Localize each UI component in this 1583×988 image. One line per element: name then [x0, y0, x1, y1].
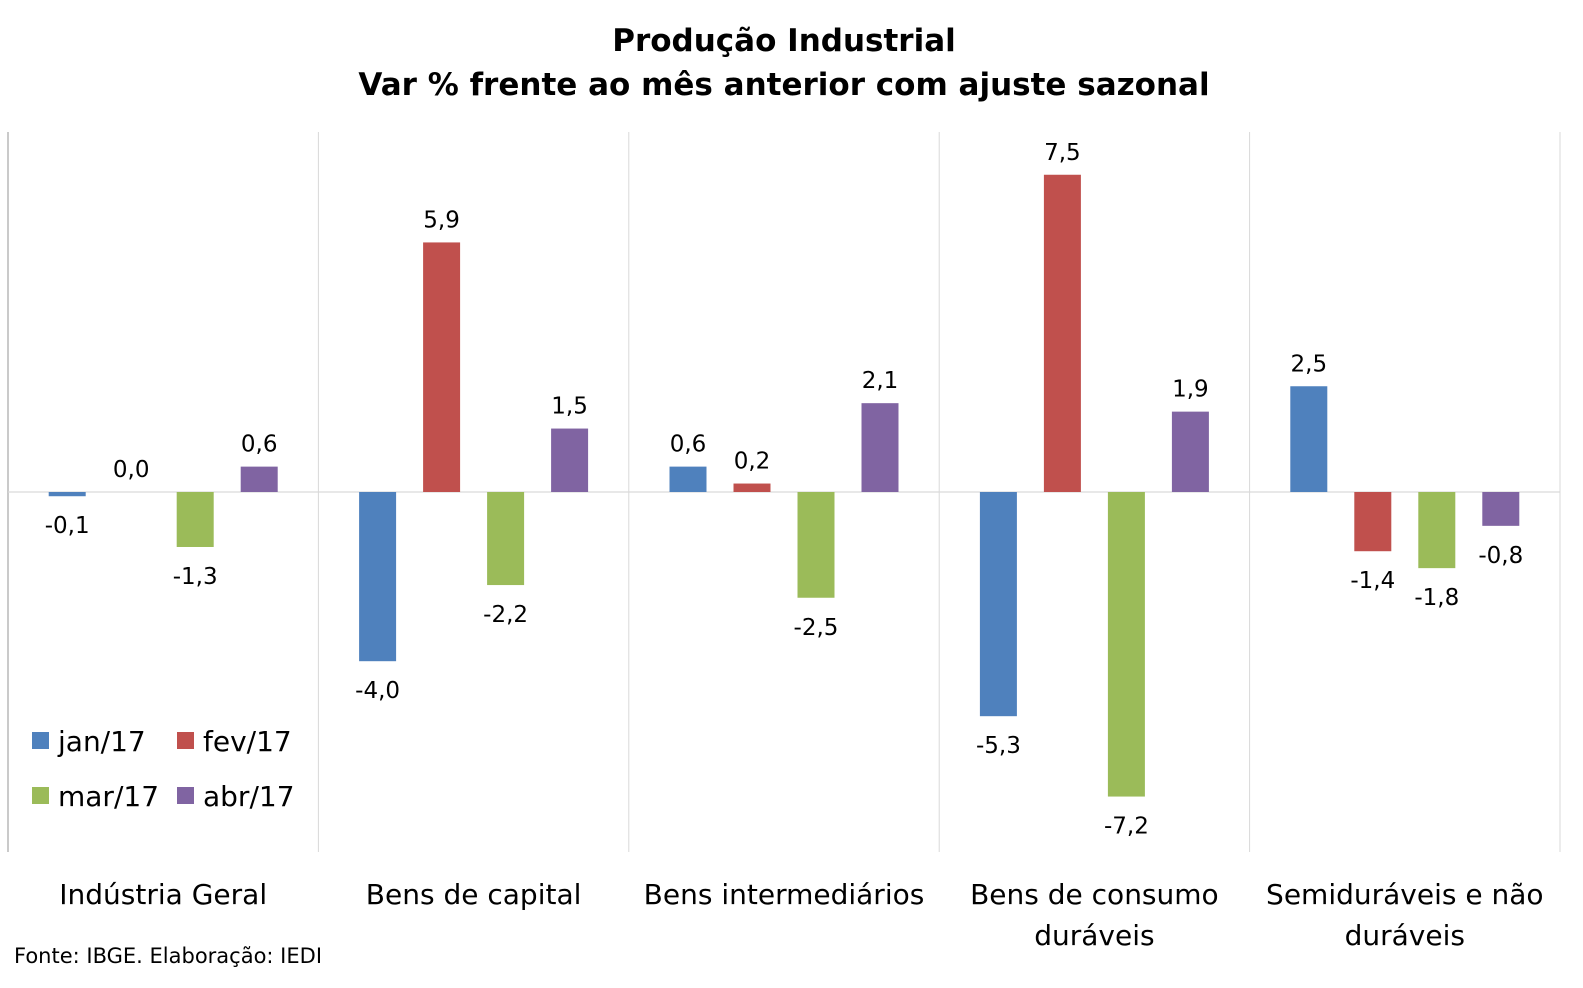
bar-fev-17-cat2 [733, 483, 771, 492]
bar-jan-17-cat2 [669, 466, 707, 492]
data-label-fev-17-cat3: 7,5 [1044, 140, 1081, 166]
legend-label: abr/17 [203, 780, 295, 813]
legend-swatch [177, 732, 194, 749]
category-label-4-line0: Semiduráveis e não [1266, 878, 1543, 911]
data-label-jan-17-cat0: -0,1 [45, 513, 90, 539]
data-label-mar-17-cat4: -1,8 [1414, 585, 1459, 611]
data-label-abr-17-cat3: 1,9 [1172, 377, 1209, 403]
data-label-abr-17-cat2: 2,1 [862, 368, 899, 394]
data-label-abr-17-cat4: -0,8 [1478, 543, 1523, 569]
source-note: Fonte: IBGE. Elaboração: IEDI [14, 944, 322, 968]
labels-layer: -0,1 -4,0 0,6 -5,3 2,5 0,0 5,9 0,2 7,5 -1,4 -1,3 -2… [45, 140, 1523, 840]
legend-item-fev-17: fev/17 [177, 725, 292, 758]
data-label-fev-17-cat0: 0,0 [113, 457, 150, 483]
legend-swatch [32, 732, 49, 749]
legend-item-mar-17: mar/17 [32, 780, 159, 813]
bar-abr-17-cat1 [551, 428, 589, 492]
chart-subtitle: Var % frente ao mês anterior com ajuste … [358, 67, 1209, 103]
data-label-jan-17-cat2: 0,6 [670, 432, 707, 458]
bar-mar-17-cat1 [487, 492, 525, 586]
bar-fev-17-cat3 [1043, 174, 1081, 492]
bars-layer [48, 174, 1520, 797]
data-label-abr-17-cat0: 0,6 [241, 432, 278, 458]
bar-mar-17-cat2 [797, 492, 835, 598]
legend: jan/17 fev/17 mar/17 abr/17 [32, 725, 295, 813]
chart-title: Produção Industrial [612, 23, 956, 59]
bar-mar-17-cat4 [1418, 492, 1456, 569]
data-label-fev-17-cat2: 0,2 [734, 449, 771, 475]
category-label-2-line0: Bens intermediários [644, 878, 925, 911]
bar-fev-17-cat1 [423, 242, 461, 492]
category-label-0-line0: Indústria Geral [59, 878, 267, 911]
legend-item-jan-17: jan/17 [32, 725, 146, 758]
bar-jan-17-cat4 [1290, 386, 1328, 492]
data-label-jan-17-cat3: -5,3 [976, 733, 1021, 759]
category-label-3-line1: duráveis [1034, 919, 1154, 952]
data-label-abr-17-cat1: 1,5 [551, 394, 588, 420]
bar-fev-17-cat4 [1354, 492, 1392, 552]
legend-swatch [32, 787, 49, 804]
legend-label: fev/17 [203, 725, 292, 758]
legend-item-abr-17: abr/17 [177, 780, 295, 813]
bar-abr-17-cat0 [240, 466, 278, 492]
category-label-1-line0: Bens de capital [366, 878, 582, 911]
bar-abr-17-cat4 [1482, 492, 1520, 526]
bar-abr-17-cat2 [861, 403, 899, 492]
category-labels: Indústria Geral Bens de capital Bens inter… [59, 878, 1543, 952]
category-label-4-line1: duráveis [1345, 919, 1465, 952]
bar-abr-17-cat3 [1171, 411, 1209, 492]
bar-mar-17-cat0 [176, 492, 214, 547]
data-label-fev-17-cat4: -1,4 [1350, 568, 1395, 594]
data-label-mar-17-cat2: -2,5 [794, 615, 839, 641]
data-label-mar-17-cat3: -7,2 [1104, 814, 1149, 840]
bar-jan-17-cat0 [48, 492, 86, 497]
legend-label: mar/17 [58, 780, 159, 813]
category-label-3-line0: Bens de consumo [970, 878, 1219, 911]
data-label-fev-17-cat1: 5,9 [423, 207, 460, 233]
data-label-mar-17-cat0: -1,3 [173, 564, 218, 590]
data-label-mar-17-cat1: -2,2 [483, 602, 528, 628]
data-label-jan-17-cat1: -4,0 [355, 678, 400, 704]
bar-mar-17-cat3 [1107, 492, 1145, 797]
data-label-jan-17-cat4: 2,5 [1291, 351, 1328, 377]
legend-label: jan/17 [57, 725, 146, 758]
bar-jan-17-cat1 [359, 492, 397, 662]
bar-jan-17-cat3 [979, 492, 1017, 717]
legend-swatch [177, 787, 194, 804]
